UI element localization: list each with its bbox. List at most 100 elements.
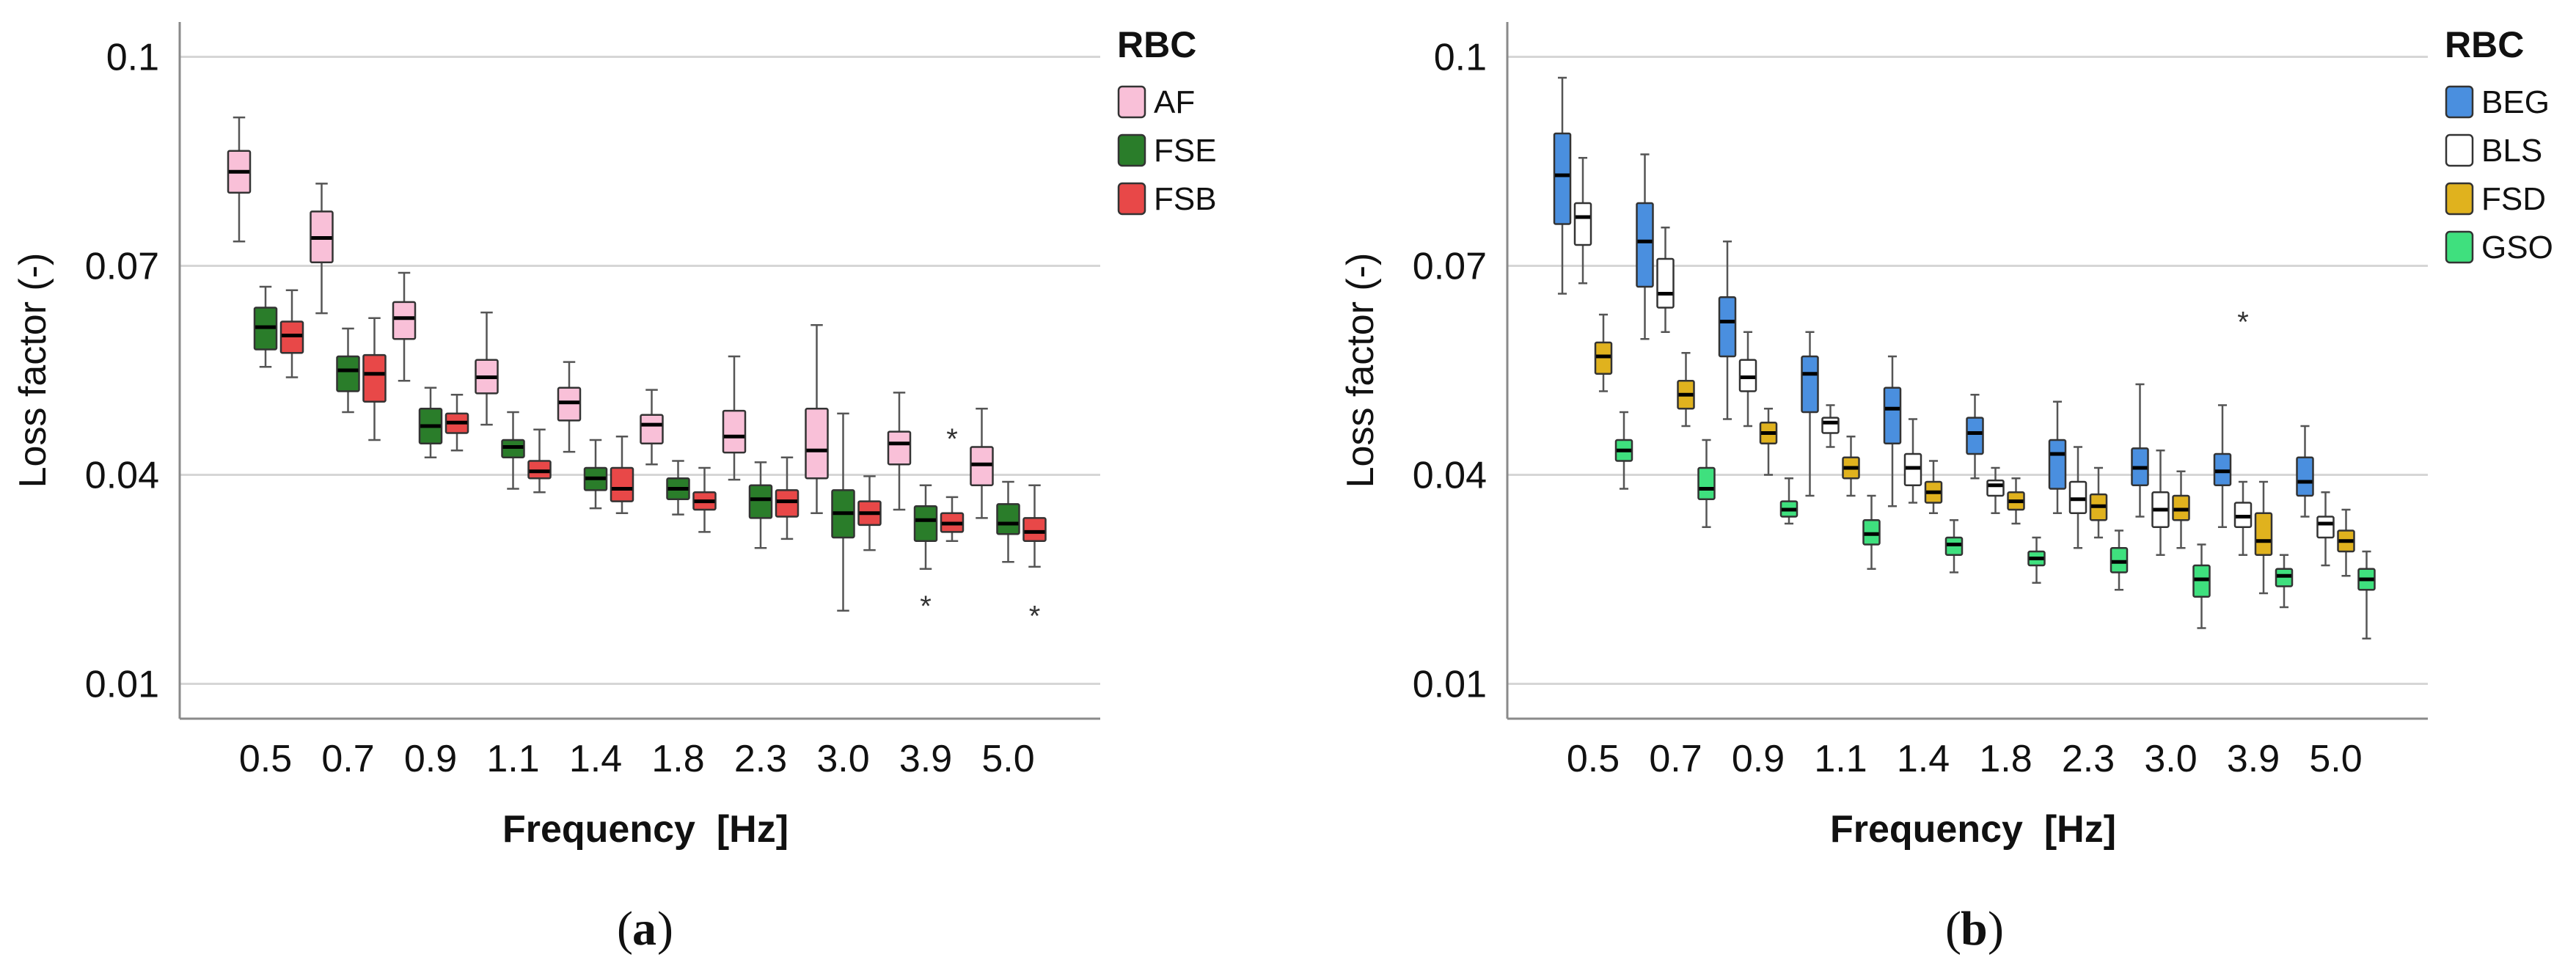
- panel-b: 0.01 0.04 0.07 0.1 0.5 0.7 0.9 1.1 1.4 1.8 2.3 3.0…: [1298, 0, 2576, 956]
- panel-b-caption-open-paren: (: [1945, 902, 1961, 956]
- panel-a-af-4-box: [557, 361, 582, 453]
- panel-a-fse-1-iqr-rect: [336, 355, 360, 392]
- panel-b-y-tick-label-0: 0.01: [1413, 664, 1487, 706]
- panel-a-caption-close-paren: ): [657, 902, 673, 956]
- panel-b-gso-5-box: [2027, 536, 2046, 584]
- panel-b-caption-close-paren: ): [1988, 902, 2004, 956]
- panel-b-x-tick-label-0: 0.5: [1567, 738, 1620, 780]
- panel-a-fse-8-box: [913, 484, 938, 570]
- panel-a-legend-swatch-fse: [1117, 133, 1146, 167]
- panel-a-x-tick-label-6: 2.3: [734, 738, 787, 780]
- panel-b-x-tick-label-2: 0.9: [1732, 738, 1785, 780]
- panel-b-bls-3-box: [1821, 404, 1840, 448]
- panel-b-beg-9-box: [2296, 425, 2314, 518]
- panel-b-bls-4-box: [1903, 418, 1922, 504]
- panel-a-y-tick-label-3: 0.1: [106, 37, 159, 79]
- panel-b-beg-4-box: [1883, 355, 1902, 507]
- panel-b-beg-5-box: [1966, 394, 1984, 480]
- panel-b-x-tick-label-4: 1.4: [1897, 738, 1950, 780]
- panel-a-af-7-box: [805, 324, 829, 514]
- panel-b-beg-8-box: [2213, 404, 2232, 528]
- panel-b-legend-label-bls: BLS: [2481, 133, 2542, 169]
- panel-b-y-ticks: 0.01 0.04 0.07 0.1: [1413, 37, 1487, 706]
- panel-b-beg-4-iqr-rect: [1883, 386, 1902, 444]
- panel-a-fse-6-iqr-rect: [748, 484, 773, 519]
- panel-b-legend-label-beg: BEG: [2481, 84, 2550, 120]
- panel-a-fsb-9-iqr-rect: [1022, 517, 1047, 543]
- panel-b-x-ticks: 0.5 0.7 0.9 1.1 1.4 1.8 2.3 3.0 3.9 5.0: [1567, 738, 2363, 780]
- panel-b-beg-1-iqr-rect: [1636, 202, 1654, 288]
- panel-a-fsb-6-box: [775, 456, 799, 540]
- panel-a-y-tick-label-2: 0.07: [85, 246, 159, 288]
- panel-b-bls-outlier-0: *: [2237, 307, 2249, 339]
- panel-b-beg-7-box: [2131, 383, 2149, 518]
- panel-a-legend-swatch-af: [1117, 85, 1146, 119]
- panel-a-y-ticks: 0.01 0.04 0.07 0.1: [85, 37, 159, 706]
- panel-b-legend-label-fsd: FSD: [2481, 181, 2546, 217]
- panel-a-caption: ( a ): [617, 902, 673, 956]
- panel-b-legend-swatch-gso: [2445, 230, 2474, 264]
- panel-b-x-tick-label-6: 2.3: [2062, 738, 2115, 780]
- panel-a-fsb-outlier-1: *: [1029, 600, 1041, 632]
- panel-a-fse-4-box: [583, 439, 608, 510]
- panel-a-legend-label-af: AF: [1154, 84, 1195, 120]
- panel-b-x-tick-label-8: 3.9: [2227, 738, 2280, 780]
- panel-b-caption: ( b ): [1945, 902, 2004, 956]
- panel-b-bls-1-iqr-rect: [1656, 257, 1675, 309]
- panel-a-af-2-box: [392, 271, 417, 382]
- panel-a-af-8-box: [887, 392, 912, 511]
- panel-b-gso-6-box: [2110, 529, 2129, 591]
- panel-b-y-tick-label-1: 0.04: [1413, 455, 1487, 497]
- panel-b-legend: RBC BEG BLS FSD GSO: [2445, 24, 2553, 265]
- panel-b-x-tick-label-3: 1.1: [1814, 738, 1867, 780]
- panel-b-gso-7-box: [2192, 543, 2211, 629]
- panel-b-beg-3-box: [1801, 331, 1819, 497]
- panel-b-gso-2-box: [1779, 477, 1799, 525]
- panel-a-fse-0-box: [253, 285, 278, 368]
- panel-b-bls-9-iqr-rect: [2316, 516, 2335, 539]
- panel-a-fsb-4-iqr-rect: [610, 466, 634, 502]
- panel-a-gridlines: [180, 56, 1100, 685]
- panel-a-af-1-box: [310, 183, 334, 315]
- panel-b-beg-9-iqr-rect: [2296, 456, 2314, 497]
- panel-a-fse-2-box: [418, 386, 443, 458]
- panel-b-caption-letter: b: [1961, 902, 1988, 956]
- panel-a-fse-8-iqr-rect: [913, 505, 938, 542]
- panel-a-fsb-7-box: [857, 475, 882, 551]
- panel-b-fsd-2-box: [1759, 408, 1778, 476]
- panel-b-bls-8-box: [2233, 480, 2253, 556]
- panel-b-bls-5-iqr-rect: [1986, 479, 2005, 497]
- panel-b-fsd-1-box: [1677, 352, 1695, 428]
- panel-a-fse-outlier-0: *: [920, 590, 932, 623]
- panel-b-y-tick-label-2: 0.07: [1413, 246, 1487, 288]
- panel-b-gso-9-box: [2357, 550, 2376, 639]
- panel-a-caption-letter: a: [632, 902, 656, 956]
- panel-a-af-5-iqr-rect: [640, 414, 664, 444]
- panel-a-y-axis-label: Loss factor (-): [12, 253, 54, 488]
- panel-b-gridlines: [1507, 56, 2428, 685]
- panel-a-fsb-8-box: [940, 496, 965, 542]
- panel-a-fse-9-iqr-rect: [996, 503, 1020, 535]
- panel-a-fsb-outlier-0: *: [946, 423, 958, 455]
- panel-b-legend-swatch-beg: [2445, 85, 2474, 119]
- panel-a-fsb-1-box: [362, 317, 387, 441]
- panel-a-y-tick-label-1: 0.04: [85, 455, 159, 497]
- panel-b-x-tick-label-7: 3.0: [2144, 738, 2197, 780]
- panel-b-bls-1-box: [1656, 227, 1675, 333]
- panel-b-beg-5-iqr-rect: [1966, 417, 1984, 455]
- panel-a-fsb-5-box: [692, 466, 717, 533]
- panel-b-y-tick-label-3: 0.1: [1434, 37, 1487, 79]
- panel-b-beg-0-iqr-rect: [1553, 132, 1572, 225]
- panel-b-fsd-6-box: [2089, 466, 2108, 539]
- panel-a-legend: RBC AF FSE FSB: [1117, 24, 1217, 217]
- panel-b-beg-0-box: [1553, 76, 1572, 295]
- panel-b-beg-3-iqr-rect: [1801, 355, 1819, 414]
- panel-a-af-7-iqr-rect: [805, 408, 829, 480]
- panel-b-gso-8-box: [2275, 554, 2294, 609]
- panel-b-y-axis-label: Loss factor (-): [1339, 253, 1382, 488]
- panel-a-fsb-9-box: [1022, 484, 1047, 568]
- panel-b-fsd-8-iqr-rect: [2254, 512, 2273, 556]
- panel-b-fsd-0-box: [1594, 313, 1613, 392]
- panel-b-gso-1-box: [1697, 439, 1716, 528]
